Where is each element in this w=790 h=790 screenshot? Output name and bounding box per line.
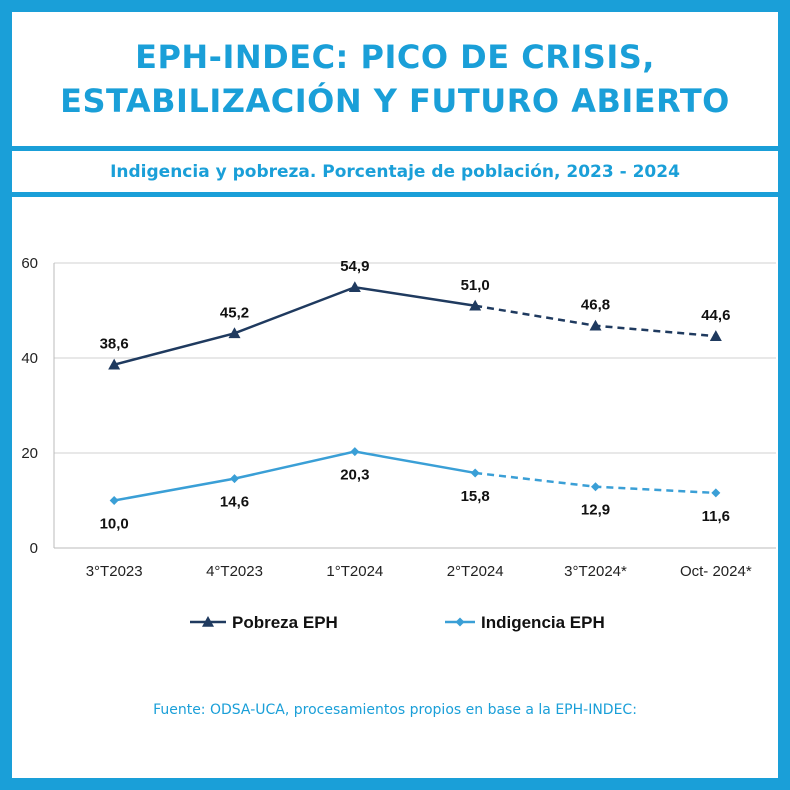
y-tick-label: 60 bbox=[21, 255, 38, 272]
data-point-diamond bbox=[350, 447, 360, 457]
data-label: 11,6 bbox=[702, 508, 730, 525]
x-tick-label: 1°T2024 bbox=[326, 563, 383, 580]
data-label: 54,9 bbox=[340, 258, 369, 275]
data-label: 44,6 bbox=[701, 307, 730, 324]
data-label: 51,0 bbox=[461, 277, 490, 294]
title-block: EPH-INDEC: PICO DE CRISIS, ESTABILIZACIÓ… bbox=[12, 12, 778, 146]
data-point-triangle bbox=[469, 299, 482, 311]
source-note: Fuente: ODSA-UCA, procesamientos propios… bbox=[153, 702, 637, 718]
legend-label: Pobreza EPH bbox=[232, 613, 338, 632]
y-tick-label: 20 bbox=[21, 445, 38, 462]
data-label: 14,6 bbox=[220, 494, 249, 511]
data-point-diamond bbox=[591, 482, 600, 492]
x-tick-label: Oct- 2024* bbox=[680, 563, 752, 580]
data-label: 46,8 bbox=[581, 297, 610, 314]
series-line-solid bbox=[113, 450, 476, 502]
data-point-diamond bbox=[109, 496, 119, 505]
legend-marker-triangle bbox=[202, 616, 214, 627]
data-label: 38,6 bbox=[100, 336, 129, 353]
data-point-diamond bbox=[230, 474, 239, 484]
data-point-triangle bbox=[709, 330, 722, 341]
y-tick-label: 0 bbox=[30, 540, 38, 557]
x-tick-label: 4°T2023 bbox=[206, 563, 263, 580]
data-point-triangle bbox=[228, 327, 241, 339]
data-label: 45,2 bbox=[220, 304, 249, 321]
data-label: 20,3 bbox=[340, 467, 369, 484]
data-point-diamond bbox=[470, 468, 480, 478]
legend-marker-diamond bbox=[455, 617, 465, 627]
chart-subtitle: Indigencia y pobreza. Porcentaje de pobl… bbox=[110, 162, 680, 182]
x-tick-label: 3°T2024* bbox=[564, 563, 627, 580]
x-tick-label: 3°T2023 bbox=[86, 563, 143, 580]
data-label: 15,8 bbox=[461, 488, 490, 505]
data-point-triangle bbox=[108, 358, 121, 370]
data-label: 12,9 bbox=[581, 502, 610, 519]
series-line-solid bbox=[113, 285, 476, 366]
legend-label: Indigencia EPH bbox=[481, 613, 605, 632]
title-divider bbox=[12, 146, 778, 151]
data-point-diamond bbox=[711, 488, 721, 498]
y-tick-label: 40 bbox=[21, 350, 38, 367]
data-point-triangle bbox=[348, 281, 361, 293]
x-tick-label: 2°T2024 bbox=[447, 563, 504, 580]
data-label: 10,0 bbox=[100, 516, 129, 533]
page-title-line-2: ESTABILIZACIÓN Y FUTURO ABIERTO bbox=[60, 82, 730, 120]
page-title-line-1: EPH-INDEC: PICO DE CRISIS, bbox=[135, 38, 655, 76]
subtitle-divider bbox=[12, 192, 778, 197]
data-point-triangle bbox=[589, 319, 602, 331]
